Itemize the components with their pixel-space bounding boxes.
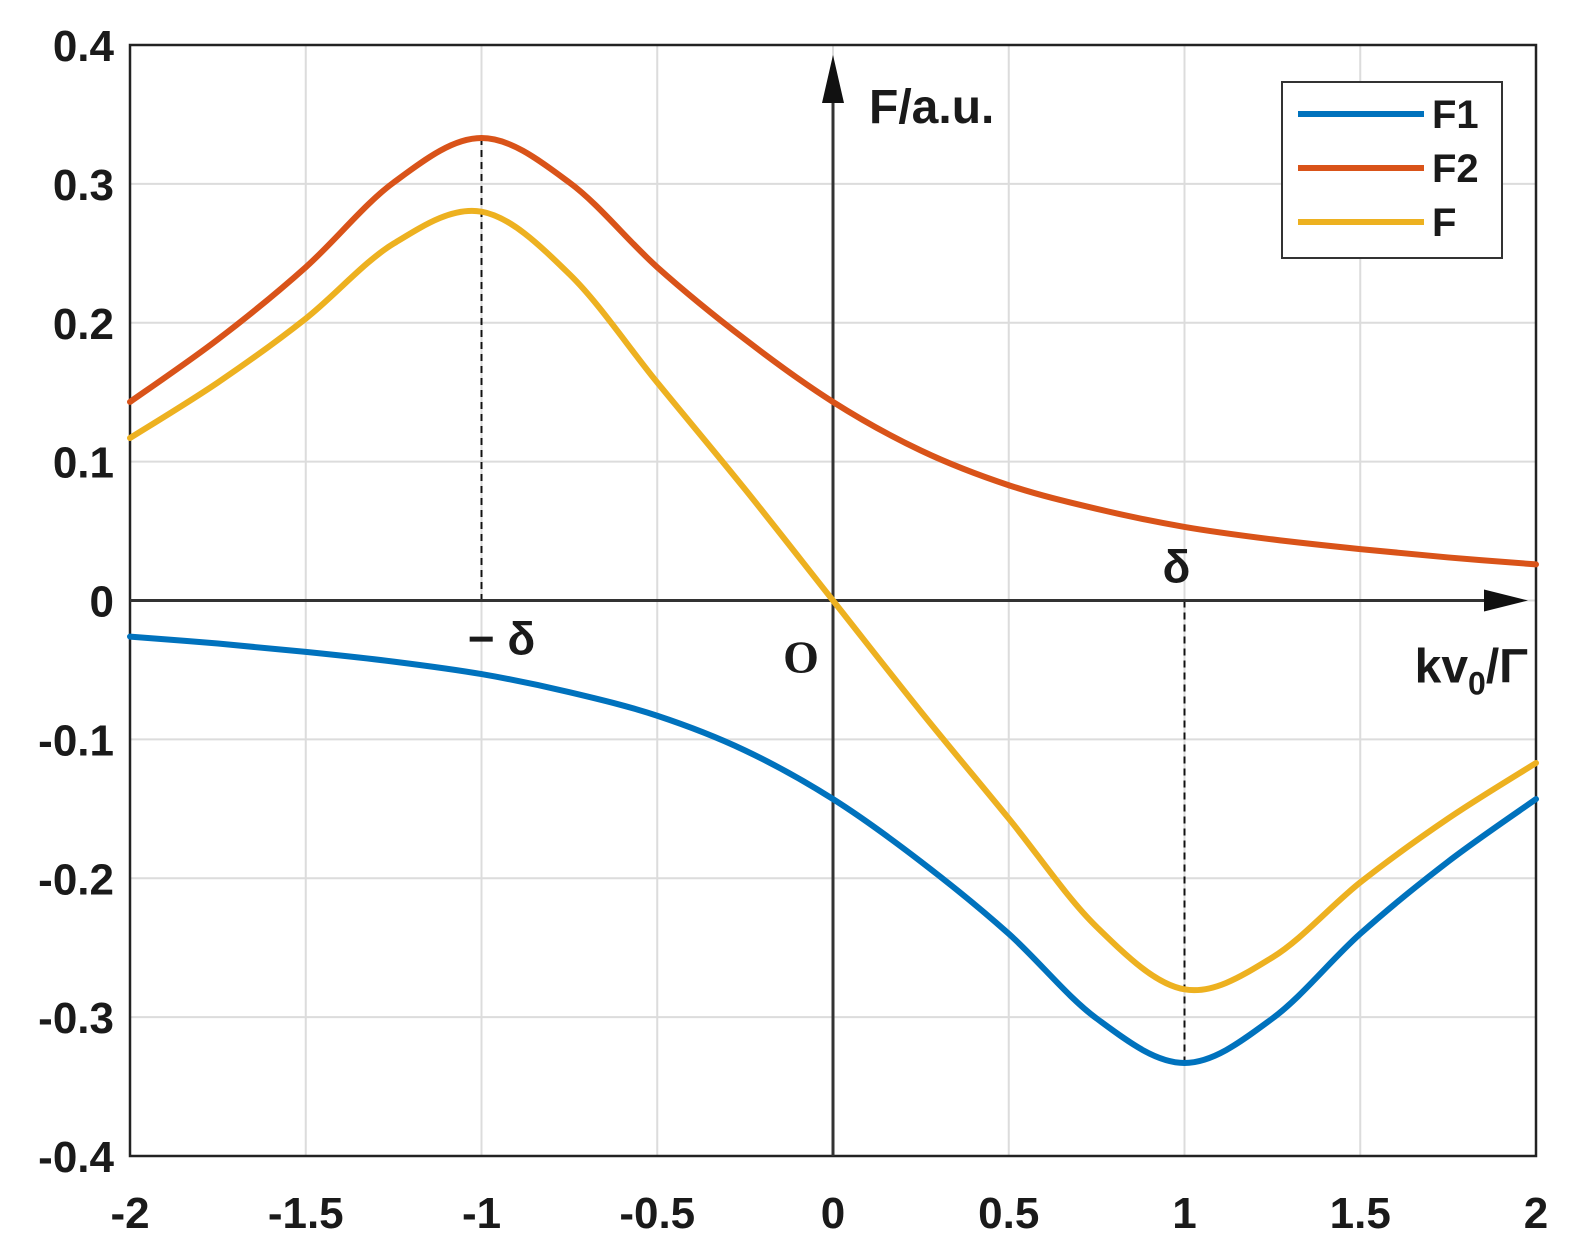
y-tick-label: 0.4 — [53, 22, 115, 71]
x-tick-label: 2 — [1524, 1189, 1548, 1238]
center-axes — [130, 55, 1528, 1156]
horizontal-axis-arrow — [1484, 589, 1528, 612]
series-line-f1 — [127, 633, 1539, 1066]
vertical-axis-arrow — [822, 55, 844, 103]
legend-label-f2: F2 — [1432, 147, 1479, 191]
y-tick-label: 0 — [90, 578, 114, 627]
delta-guide-lines — [480, 138, 1186, 1063]
x-tick-label: -1 — [462, 1189, 501, 1238]
x-tick-labels: -2 -1.5 -1 -0.5 0 0.5 1 1.5 2 — [110, 1189, 1548, 1238]
y-tick-label: 0.1 — [53, 439, 114, 488]
x-axis-label-tail: /Γ — [1486, 641, 1528, 694]
series-line-f — [127, 207, 1539, 994]
y-tick-label: -0.4 — [38, 1133, 114, 1182]
x-tick-label: -2 — [110, 1189, 149, 1238]
annotation-pos-delta: δ — [1163, 541, 1191, 593]
series-line-f2 — [127, 135, 1539, 568]
x-tick-label: -1.5 — [268, 1189, 344, 1238]
annotation-neg-delta: − δ — [468, 613, 536, 665]
y-tick-label: -0.3 — [38, 994, 114, 1043]
x-axis-label: kv0/Γ — [1415, 641, 1529, 702]
x-tick-label: 1 — [1172, 1189, 1196, 1238]
annotation-origin: O — [783, 632, 819, 683]
x-axis-label-subscript: 0 — [1468, 666, 1486, 702]
x-axis-label-main: kv — [1415, 641, 1469, 694]
legend-label-f: F — [1432, 201, 1456, 245]
legend-label-f1: F1 — [1432, 93, 1479, 137]
y-tick-label: 0.2 — [53, 300, 114, 349]
y-tick-label: -0.2 — [38, 855, 114, 904]
x-tick-label: -0.5 — [619, 1189, 695, 1238]
y-tick-label: 0.3 — [53, 161, 114, 210]
x-tick-label: 1.5 — [1330, 1189, 1391, 1238]
y-axis-label: F/a.u. — [869, 81, 994, 134]
x-tick-label: 0.5 — [978, 1189, 1039, 1238]
legend: F1 F2 F — [1281, 81, 1503, 259]
y-tick-labels: 0.4 0.3 0.2 0.1 0 -0.1 -0.2 -0.3 -0.4 — [38, 22, 114, 1182]
x-tick-label: 0 — [821, 1189, 845, 1238]
series-lines — [127, 135, 1539, 1066]
y-tick-label: -0.1 — [38, 716, 114, 765]
